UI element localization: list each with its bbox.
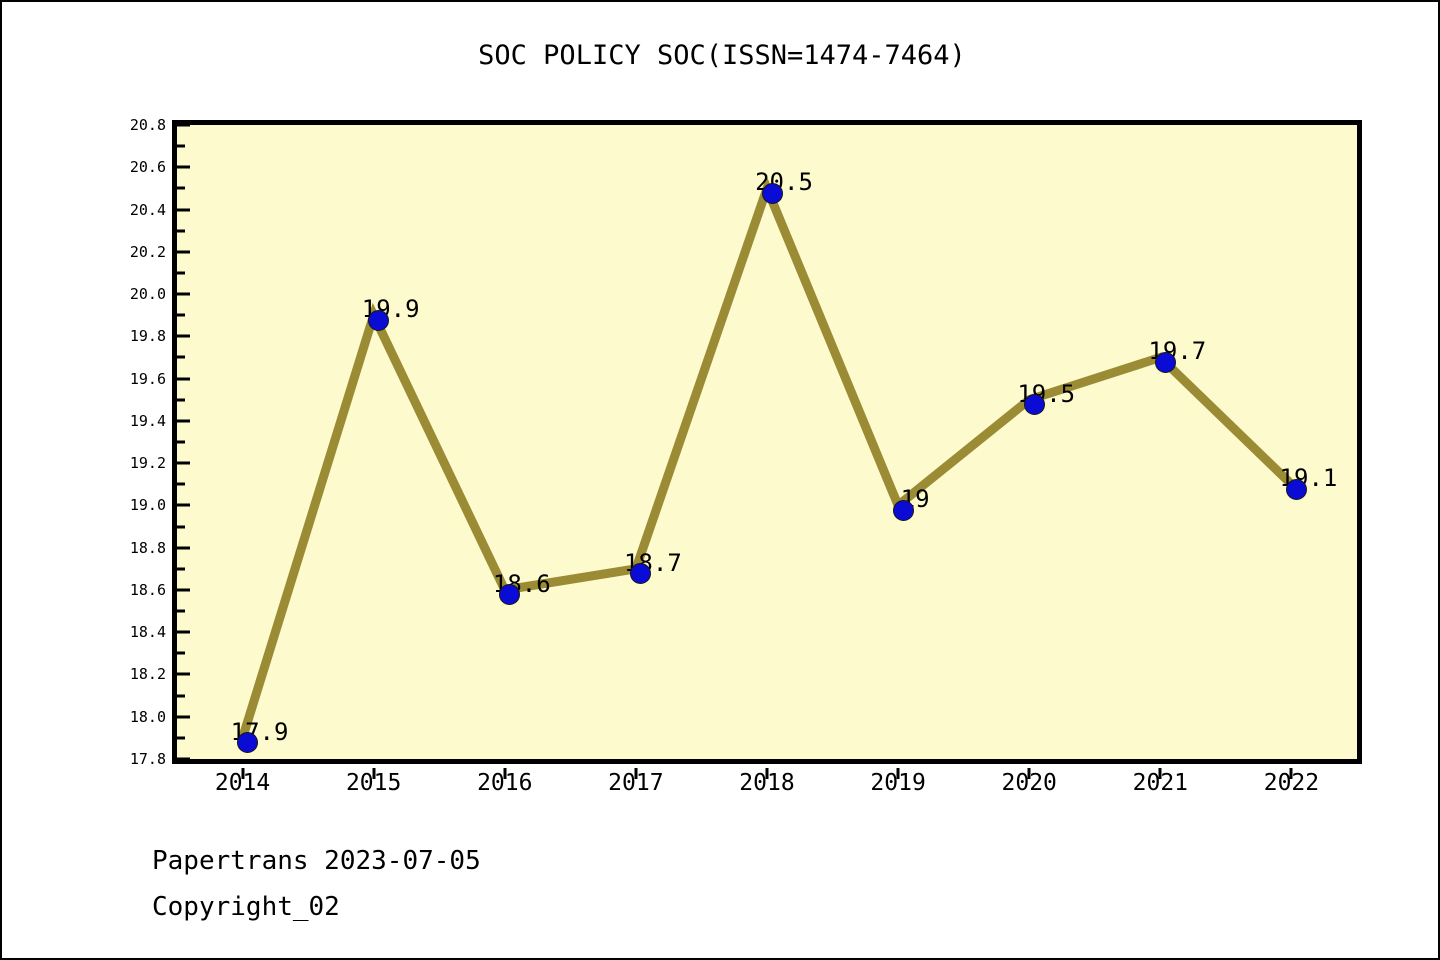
x-axis-major-tick xyxy=(1158,768,1162,779)
y-axis-tick-label: 20.2 xyxy=(129,242,166,261)
y-axis-major-tick xyxy=(177,672,190,676)
y-axis-minor-tick xyxy=(177,355,185,359)
y-axis-tick-label: 20.0 xyxy=(129,285,166,304)
y-axis-tick-label: 19.8 xyxy=(129,327,166,346)
y-axis-major-tick xyxy=(177,165,190,169)
y-axis-minor-tick xyxy=(177,271,185,275)
y-axis-tick-container: 17.8 18.0 18.2 18.4 18.6 18.8 19.0 19.2 19.4 19.6… xyxy=(98,116,166,768)
y-axis-minor-tick xyxy=(177,398,185,402)
x-axis-major-tick xyxy=(1289,768,1293,779)
series-line xyxy=(238,175,1295,740)
x-axis-major-tick xyxy=(1027,768,1031,779)
y-axis-tick-label: 19.2 xyxy=(129,454,166,473)
y-axis-major-tick xyxy=(177,208,190,212)
y-axis-minor-tick xyxy=(177,440,185,444)
y-axis-minor-tick xyxy=(177,313,185,317)
y-axis-tick-label: 19.6 xyxy=(129,369,166,388)
y-axis-tick-label: 20.6 xyxy=(129,158,166,177)
y-axis-tick-label: 19.0 xyxy=(129,496,166,515)
y-axis-tick-label: 19.4 xyxy=(129,411,166,430)
y-axis-minor-tick xyxy=(177,144,185,148)
footer-line-date: Papertrans 2023-07-05 xyxy=(152,846,481,876)
x-axis-major-tick xyxy=(634,768,638,779)
footer-line-copyright: Copyright_02 xyxy=(152,892,340,922)
x-axis-major-tick xyxy=(241,768,245,779)
y-axis-major-tick xyxy=(177,757,190,761)
x-axis-major-tick xyxy=(503,768,507,779)
y-axis-major-tick xyxy=(177,334,190,338)
y-axis-tick-label: 18.2 xyxy=(129,665,166,684)
y-axis-major-tick xyxy=(177,377,190,381)
plot-area: 17.9 19.9 18.6 18.7 20.5 19 19.5 19.7 19.1 xyxy=(172,120,1362,764)
y-axis-major-tick xyxy=(177,503,190,507)
y-axis-tick-label: 18.8 xyxy=(129,538,166,557)
y-axis-minor-tick xyxy=(177,482,185,486)
data-point-marker[interactable] xyxy=(761,182,783,204)
footer: Papertrans 2023-07-05 Copyright_02 xyxy=(152,838,481,930)
x-axis-major-tick xyxy=(765,768,769,779)
y-axis-minor-tick xyxy=(177,609,185,613)
data-point-marker[interactable] xyxy=(630,563,652,585)
y-axis-minor-tick xyxy=(177,651,185,655)
data-point-marker[interactable] xyxy=(1154,351,1176,373)
line-series-svg xyxy=(238,175,1295,740)
data-point-marker[interactable] xyxy=(237,732,259,754)
y-axis-tick-label: 20.8 xyxy=(129,116,166,134)
y-axis-major-tick xyxy=(177,546,190,550)
x-axis-major-tick xyxy=(372,768,376,779)
y-axis-major-tick xyxy=(177,123,190,127)
y-axis-tick-label: 18.0 xyxy=(129,707,166,726)
x-axis-tick-container: 2014 2015 2016 2017 2018 2019 2020 2021 2022 xyxy=(172,768,1362,808)
y-axis-minor-tick xyxy=(177,525,185,529)
data-point-marker[interactable] xyxy=(1285,478,1307,500)
y-axis-tick-label: 17.8 xyxy=(129,750,166,768)
y-axis-tick-label: 18.4 xyxy=(129,623,166,642)
data-point-marker[interactable] xyxy=(1023,394,1045,416)
page-title: SOC POLICY SOC(ISSN=1474-7464) xyxy=(478,40,966,71)
y-axis-minor-tick xyxy=(177,736,185,740)
y-axis-major-tick xyxy=(177,250,190,254)
data-point-marker[interactable] xyxy=(368,309,390,331)
y-axis-minor-tick xyxy=(177,229,185,233)
y-axis-tick-label: 18.6 xyxy=(129,580,166,599)
y-axis-major-tick xyxy=(177,292,190,296)
x-axis-major-tick xyxy=(896,768,900,779)
data-point-marker[interactable] xyxy=(499,584,521,606)
y-axis-minor-tick xyxy=(177,694,185,698)
data-point-marker[interactable] xyxy=(892,499,914,521)
y-axis-major-tick xyxy=(177,419,190,423)
y-axis-major-tick xyxy=(177,630,190,634)
y-axis-major-tick xyxy=(177,588,190,592)
y-axis-minor-tick xyxy=(177,186,185,190)
y-axis-major-tick xyxy=(177,715,190,719)
plot-inner: 17.9 19.9 18.6 18.7 20.5 19 19.5 19.7 19.1 xyxy=(177,123,1357,761)
y-axis-minor-tick xyxy=(177,567,185,571)
y-axis-tick-label: 20.4 xyxy=(129,200,166,219)
y-axis-major-tick xyxy=(177,461,190,465)
